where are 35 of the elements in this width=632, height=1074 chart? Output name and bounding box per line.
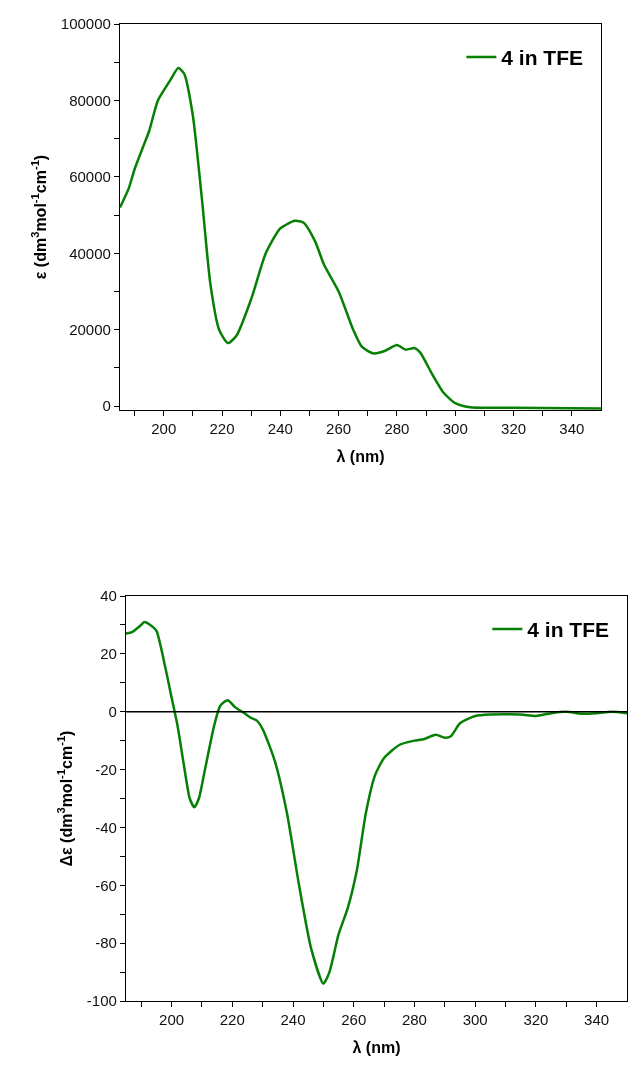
- x-tick-label: 200: [151, 420, 177, 438]
- y-tick-label: 0: [102, 397, 111, 415]
- x-tick-label: 220: [209, 420, 235, 438]
- x-axis-title: λ (nm): [352, 1038, 401, 1056]
- x-tick-label: 280: [401, 1011, 427, 1029]
- line-series: [120, 66, 601, 410]
- x-tick-label: 300: [442, 420, 468, 438]
- y-tick-label: 40000: [69, 244, 111, 262]
- x-tick-label: 240: [280, 1011, 306, 1029]
- y-tick-label: 20000: [69, 320, 111, 338]
- y-tick-label: -20: [95, 760, 117, 778]
- x-axis-title: λ (nm): [336, 447, 385, 465]
- x-tick-label: 200: [159, 1011, 185, 1029]
- legend-label: 4 in TFE: [501, 46, 584, 70]
- x-tick-label: 340: [559, 420, 585, 438]
- x-tick-label: 260: [341, 1011, 367, 1029]
- x-tick-label: 300: [462, 1011, 488, 1029]
- x-tick-label: 240: [267, 420, 293, 438]
- y-tick-label: -60: [95, 876, 117, 894]
- x-tick-label: 260: [326, 420, 352, 438]
- x-tick-label: 280: [384, 420, 410, 438]
- y-tick-label: -80: [95, 934, 117, 952]
- legend-label: 4 in TFE: [527, 618, 610, 642]
- y-tick-label: -100: [86, 992, 117, 1010]
- y-tick-label: 80000: [69, 91, 111, 109]
- y-tick-label: 100000: [60, 15, 111, 33]
- y-tick-label: -40: [95, 818, 117, 836]
- x-tick-label: 340: [584, 1011, 610, 1029]
- x-tick-label: 220: [219, 1011, 245, 1029]
- y-tick-label: 60000: [69, 168, 111, 186]
- x-tick-label: 320: [501, 420, 527, 438]
- x-tick-label: 320: [523, 1011, 549, 1029]
- y-tick-label: 0: [108, 702, 117, 720]
- y-tick-label: 40: [100, 587, 117, 605]
- y-tick-label: 20: [100, 645, 117, 663]
